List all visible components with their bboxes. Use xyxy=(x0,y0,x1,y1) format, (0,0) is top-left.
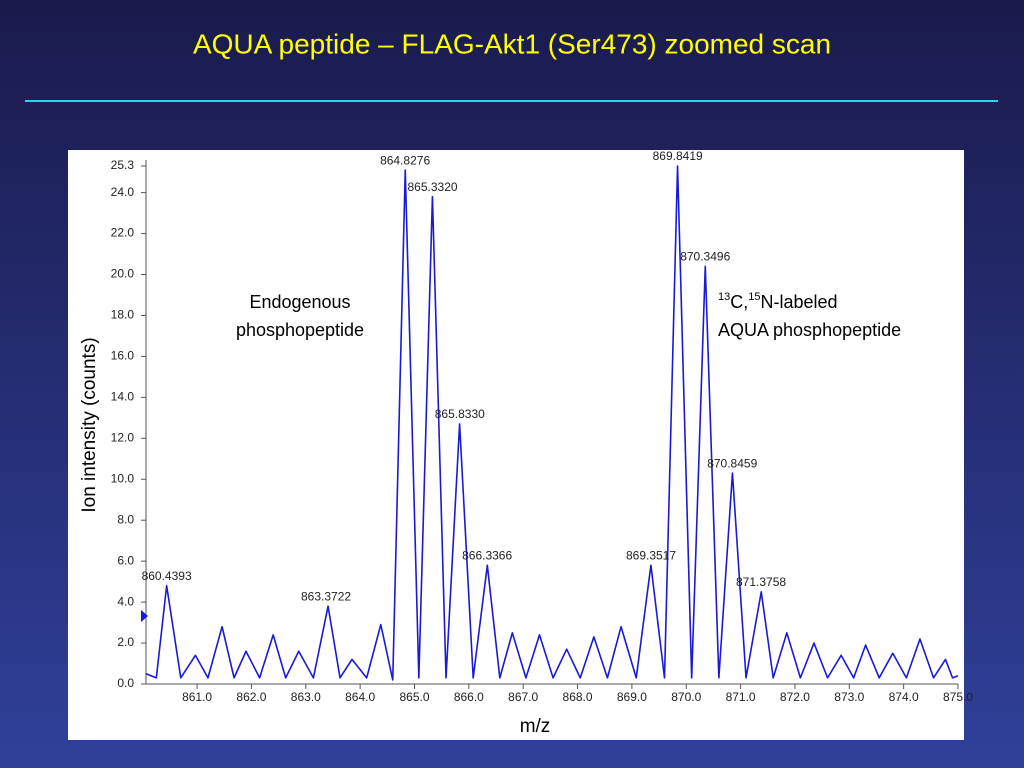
annotation: Endogenous xyxy=(249,292,350,312)
x-tick-label: 865.0 xyxy=(399,690,429,704)
y-tick-label: 6.0 xyxy=(117,553,134,567)
annotation: phosphopeptide xyxy=(236,320,364,340)
peak-label: 869.8419 xyxy=(653,149,703,163)
peak-label: 870.8459 xyxy=(707,456,757,470)
annotation: AQUA phosphopeptide xyxy=(718,320,901,340)
x-tick-label: 873.0 xyxy=(834,690,864,704)
peak-label: 871.3758 xyxy=(736,575,786,589)
x-tick-label: 869.0 xyxy=(617,690,647,704)
y-tick-label: 24.0 xyxy=(111,185,135,199)
x-tick-label: 864.0 xyxy=(345,690,375,704)
x-tick-label: 868.0 xyxy=(563,690,593,704)
plot-panel xyxy=(68,150,964,740)
y-tick-label: 10.0 xyxy=(111,471,135,485)
x-tick-label: 871.0 xyxy=(726,690,756,704)
x-tick-label: 862.0 xyxy=(236,690,266,704)
annotation: 13C,15N-labeled xyxy=(718,291,838,312)
y-tick-label: 0.0 xyxy=(117,676,134,690)
slide-title: AQUA peptide – FLAG-Akt1 (Ser473) zoomed… xyxy=(193,28,831,59)
peak-label: 866.3366 xyxy=(462,548,512,562)
peak-label: 870.3496 xyxy=(680,249,730,263)
y-tick-label: 16.0 xyxy=(111,349,135,363)
spectrum-line xyxy=(145,165,959,681)
marker xyxy=(141,610,148,622)
y-tick-label: 12.0 xyxy=(111,430,135,444)
peak-label: 863.3722 xyxy=(301,589,351,603)
y-tick-label: 8.0 xyxy=(117,512,134,526)
superscript: 15 xyxy=(748,291,760,303)
y-axis-title: Ion intensity (counts) xyxy=(79,337,100,512)
x-tick-label: 861.0 xyxy=(182,690,212,704)
x-tick-label: 867.0 xyxy=(508,690,538,704)
x-tick-label: 875.0 xyxy=(943,690,973,704)
y-tick-label: 22.0 xyxy=(111,226,135,240)
peak-label: 865.3320 xyxy=(408,180,458,194)
x-tick-label: 866.0 xyxy=(454,690,484,704)
peak-label: 860.4393 xyxy=(142,569,192,583)
y-tick-label: 25.3 xyxy=(111,158,135,172)
annotation-part: C, xyxy=(730,292,748,312)
x-axis-title: m/z xyxy=(520,716,551,737)
y-tick-label: 18.0 xyxy=(111,308,135,322)
peak-label: 869.3517 xyxy=(626,548,676,562)
y-tick-label: 20.0 xyxy=(111,267,135,281)
peak-label: 865.8330 xyxy=(435,407,485,421)
annotation-part: N-labeled xyxy=(761,292,838,312)
peak-label: 864.8276 xyxy=(380,153,430,167)
y-tick-label: 2.0 xyxy=(117,635,134,649)
x-tick-label: 874.0 xyxy=(889,690,919,704)
x-tick-label: 872.0 xyxy=(780,690,810,704)
x-tick-label: 870.0 xyxy=(671,690,701,704)
x-tick-label: 863.0 xyxy=(291,690,321,704)
superscript: 13 xyxy=(718,291,730,303)
y-tick-label: 14.0 xyxy=(111,390,135,404)
y-tick-label: 4.0 xyxy=(117,594,134,608)
